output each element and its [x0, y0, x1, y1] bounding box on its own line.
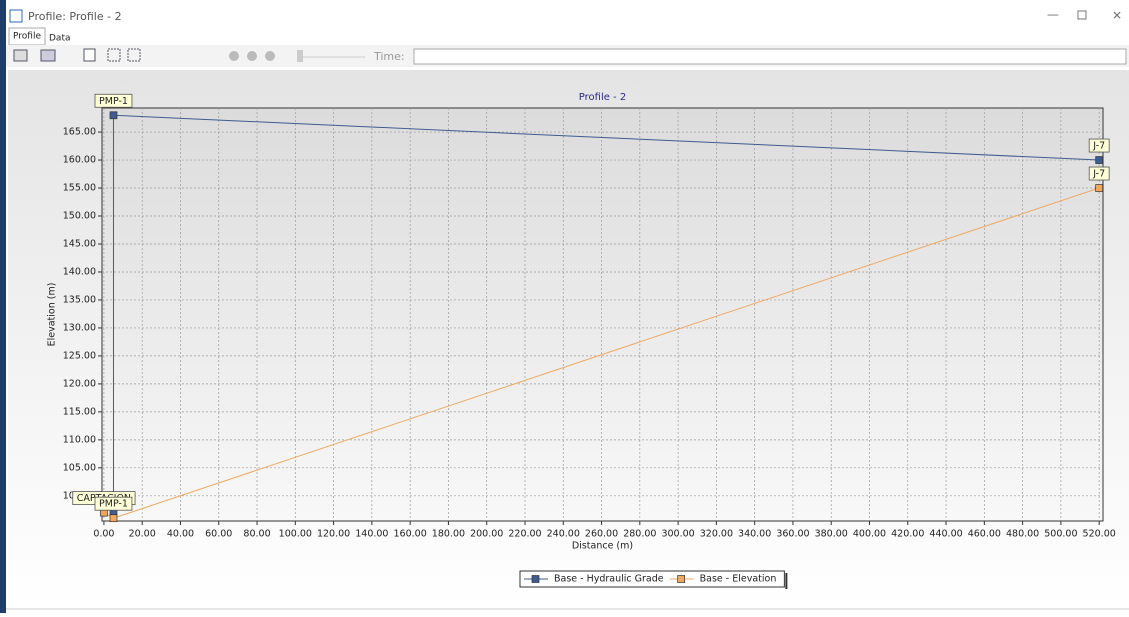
close[interactable]: ✕ — [1112, 9, 1122, 23]
y-tick-label: 125.00 — [63, 350, 96, 361]
point-label-box — [94, 93, 133, 108]
legend-marker — [677, 575, 685, 583]
y-tick-label: 140.00 — [63, 266, 96, 277]
point-marker — [109, 514, 118, 523]
x-tick-label: 140.00 — [355, 529, 388, 540]
minimize[interactable]: — — [1047, 8, 1059, 22]
y-tick-label: 145.00 — [63, 238, 96, 249]
x-tick-label: 40.00 — [167, 529, 194, 540]
restore[interactable] — [1077, 10, 1087, 20]
x-tick-label: 60.00 — [205, 529, 232, 540]
tool-button[interactable] — [127, 48, 141, 62]
x-tick-label: 260.00 — [585, 529, 618, 540]
legend-label: Base - Elevation — [700, 574, 777, 585]
tool-button[interactable] — [107, 48, 121, 62]
point-label-text: J-7 — [1092, 169, 1105, 180]
x-tick-label: 240.00 — [547, 529, 580, 540]
x-tick-label: 80.00 — [243, 529, 270, 540]
y-tick-label: 165.00 — [63, 127, 96, 138]
chart: Profile - 2 0.00 20.00 40.00 60.00 80.00 100.0… — [47, 92, 1116, 589]
tab[interactable]: Profile — [13, 32, 41, 42]
point-marker — [1095, 184, 1104, 192]
x-tick-label: 520.00 — [1083, 529, 1116, 540]
x-tick-label: 20.00 — [129, 529, 156, 540]
slider-thumb[interactable] — [297, 50, 303, 62]
x-tick-label: 400.00 — [853, 529, 886, 540]
x-tick-label: 0.00 — [93, 529, 114, 540]
chart-title: Profile - 2 — [579, 92, 626, 103]
x-tick-label: 380.00 — [815, 529, 848, 540]
point-label: PMP-1 — [94, 93, 133, 108]
time-input[interactable] — [413, 48, 1127, 65]
point-label-box — [1088, 138, 1110, 153]
x-tick-label: 480.00 — [1006, 529, 1039, 540]
y-tick-label: 160.00 — [63, 155, 96, 166]
legend-label: Base - Hydraulic Grade — [554, 574, 664, 585]
x-tick-label: 360.00 — [776, 529, 809, 540]
point-label-text: PMP-1 — [99, 499, 128, 510]
pause-button[interactable] — [247, 51, 257, 61]
y-axis-label: Elevation (m) — [47, 283, 58, 347]
x-tick-label: 200.00 — [470, 529, 503, 540]
x-tick-label: 120.00 — [317, 529, 350, 540]
legend-box — [519, 570, 785, 588]
x-tick-label: 500.00 — [1044, 529, 1077, 540]
x-tick-label: 320.00 — [700, 529, 733, 540]
x-tick-label: 280.00 — [623, 529, 656, 540]
legend-marker — [531, 575, 540, 583]
x-tick-label: 440.00 — [929, 529, 962, 540]
x-tick-label: 420.00 — [891, 529, 924, 540]
x-axis-label: Distance (m) — [572, 541, 633, 552]
y-tick-label: 105.00 — [63, 462, 96, 473]
point-label-text: PMP-1 — [99, 96, 128, 107]
stop-button[interactable] — [265, 51, 275, 61]
point-label: J-7 — [1088, 138, 1110, 153]
point-label-box — [1088, 166, 1110, 181]
y-tick-label: 150.00 — [63, 211, 96, 222]
x-tick-label: 220.00 — [508, 529, 541, 540]
y-tick-label: 110.00 — [63, 434, 96, 445]
point-label-box — [94, 496, 133, 511]
point-label: J-7 — [1088, 166, 1110, 181]
x-tick-label: 460.00 — [968, 529, 1001, 540]
y-tick-label: 120.00 — [63, 378, 96, 389]
tool-button[interactable] — [83, 48, 96, 62]
point-marker — [109, 111, 118, 120]
y-tick-label: 135.00 — [63, 294, 96, 305]
time-label: Time: — [373, 50, 405, 63]
point-marker — [1095, 156, 1104, 164]
x-tick-label: 340.00 — [738, 529, 771, 540]
x-tick-label: 100.00 — [279, 529, 312, 540]
point-label: PMP-1 — [94, 496, 133, 511]
y-tick-label: 130.00 — [63, 322, 96, 333]
window-title: Profile: Profile - 2 — [28, 10, 122, 23]
plot-area — [101, 107, 1104, 522]
x-tick-label: 160.00 — [394, 529, 427, 540]
x-tick-label: 300.00 — [661, 529, 694, 540]
tool-button[interactable] — [40, 49, 56, 62]
window-border — [0, 0, 6, 613]
y-tick-label: 115.00 — [63, 406, 96, 417]
tool-button[interactable] — [13, 49, 28, 62]
point-label-text: J-7 — [1092, 141, 1105, 152]
x-tick-label: 180.00 — [432, 529, 465, 540]
app-icon — [9, 9, 23, 23]
y-tick-label: 155.00 — [63, 183, 96, 194]
legend: Base - Hydraulic Grade Base - Elevation — [519, 570, 788, 589]
play-button[interactable] — [229, 51, 239, 61]
tab[interactable]: Data — [49, 34, 71, 44]
